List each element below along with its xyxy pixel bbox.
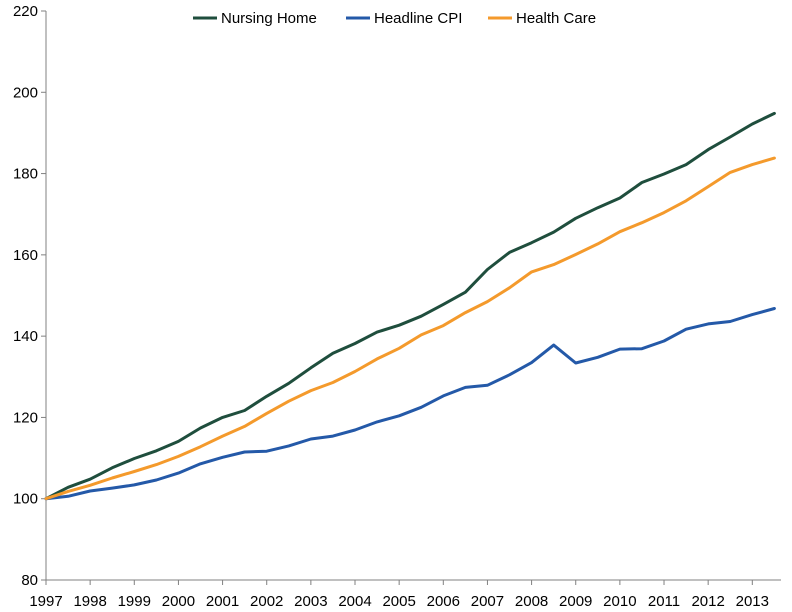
x-tick-label: 2008 [515, 593, 548, 610]
x-tick-label: 2011 [648, 593, 680, 610]
x-tick-label: 2013 [736, 593, 769, 610]
axes [45, 11, 781, 581]
x-tick-label: 2004 [338, 593, 371, 610]
y-tick-label: 80 [21, 572, 38, 589]
series-line-nursing-home [44, 111, 776, 501]
y-tick-label: 140 [13, 328, 38, 345]
y-tick-label: 160 [13, 247, 38, 264]
legend-label: Nursing Home [221, 10, 317, 27]
y-tick-label: 120 [13, 409, 38, 426]
series-lines [44, 111, 776, 501]
y-tick-label: 100 [13, 491, 38, 508]
x-tick-label: 1998 [73, 593, 106, 610]
series-line-headline-cpi [44, 307, 776, 501]
x-tick-label: 2007 [471, 593, 504, 610]
x-tick-label: 2005 [382, 593, 415, 610]
series-line-health-care [44, 156, 776, 501]
x-tick-label: 2001 [206, 593, 239, 610]
legend-label: Headline CPI [374, 10, 462, 27]
x-tick-label: 2010 [603, 593, 636, 610]
x-tick-label: 2002 [250, 593, 283, 610]
x-tick-label: 2003 [294, 593, 327, 610]
y-tick-label: 180 [13, 166, 38, 183]
x-tick-label: 1997 [29, 593, 62, 610]
x-tick-label: 2009 [559, 593, 592, 610]
x-ticks: 1997 1998 1999 2000 2001 2002 2003 2004 2005 2006… [29, 580, 769, 610]
y-tick-label: 200 [13, 84, 38, 101]
y-ticks: 80 100 120 140 160 180 200 220 [13, 3, 46, 589]
x-tick-label: 2006 [427, 593, 460, 610]
y-tick-label: 220 [13, 3, 38, 20]
x-tick-label: 2012 [691, 593, 724, 610]
legend-label: Health Care [516, 10, 596, 27]
legend: Nursing Home Headline CPI Health Care [193, 10, 596, 27]
x-tick-label: 1999 [118, 593, 151, 610]
x-tick-label: 2000 [162, 593, 195, 610]
